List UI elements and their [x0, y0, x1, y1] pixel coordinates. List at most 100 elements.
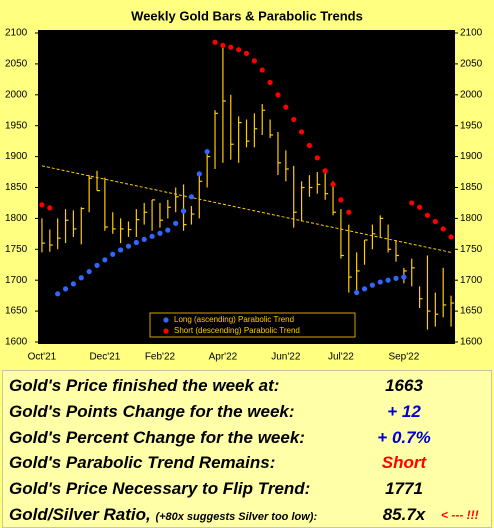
legend-marker: [163, 317, 169, 323]
x-tick-label: Apr'22: [209, 352, 238, 363]
row-value: 85.7x: [382, 505, 426, 524]
trend-dot: [409, 200, 415, 206]
trend-dot: [204, 149, 210, 155]
y-tick-label: 1800: [5, 213, 28, 224]
y-tick-label: 2100: [5, 28, 28, 39]
trend-dot: [322, 168, 328, 174]
trend-dot: [39, 202, 45, 208]
trend-dot: [385, 277, 391, 283]
row-note: (+80x suggests Silver too low):: [155, 511, 318, 523]
trend-dot: [377, 279, 383, 285]
table-row: Gold's Parabolic Trend Remains: Short: [9, 450, 489, 476]
trend-dot: [306, 142, 313, 149]
legend-label: Short (descending) Parabolic Trend: [174, 326, 300, 335]
trend-dot: [47, 205, 53, 211]
table-row: Gold's Points Change for the week: + 12: [9, 399, 489, 425]
row-value: 1771: [385, 479, 423, 499]
trend-dot: [165, 227, 171, 233]
y2-tick-label: 1850: [460, 182, 483, 193]
row-label: Gold's Price Necessary to Flip Trend:: [9, 479, 311, 499]
table-row: Gold/Silver Ratio, (+80x suggests Silver…: [9, 502, 489, 528]
trend-dot: [125, 243, 132, 249]
trend-dot: [338, 197, 344, 203]
y-tick-label: 1750: [5, 244, 28, 255]
y2-tick-label: 1900: [460, 151, 483, 162]
trend-dot: [212, 39, 218, 45]
y-tick-label: 2000: [5, 89, 28, 100]
trend-dot: [196, 171, 202, 177]
trend-dot: [259, 67, 265, 73]
x-tick-label: Dec'21: [89, 352, 120, 363]
table-row: Gold's Percent Change for the week: + 0.7…: [9, 425, 489, 451]
trend-dot: [346, 209, 352, 215]
trend-dot: [149, 233, 155, 239]
trend-dot: [173, 220, 179, 226]
y2-tick-label: 1600: [460, 337, 483, 348]
chart-title: Weekly Gold Bars & Parabolic Trends: [131, 8, 363, 23]
row-label: Gold's Percent Change for the week:: [9, 427, 305, 447]
row-value: + 0.7%: [377, 427, 431, 447]
trend-dot: [110, 251, 116, 257]
y2-tick-label: 2100: [460, 28, 483, 39]
y-tick-label: 1600: [5, 337, 28, 348]
row-flag: < --- !!!: [441, 508, 479, 522]
trend-dot: [283, 104, 289, 110]
trend-dot: [102, 257, 108, 263]
trend-dot: [330, 181, 336, 188]
table-row: Gold's Price finished the week at: 1663: [9, 373, 489, 399]
y2-tick-label: 1700: [460, 275, 483, 286]
row-label: Gold's Parabolic Trend Remains:: [9, 453, 276, 473]
x-tick-label: Feb'22: [145, 352, 176, 363]
row-value: Short: [381, 453, 427, 473]
trend-dot: [251, 58, 257, 64]
trend-dot: [236, 47, 242, 53]
trend-dot: [228, 44, 234, 50]
y-tick-label: 2050: [5, 59, 28, 70]
trend-dot: [188, 194, 195, 200]
y-tick-label: 1650: [5, 306, 28, 317]
row-label: Gold/Silver Ratio,: [9, 505, 151, 524]
trend-dot: [118, 247, 124, 253]
trend-dot: [180, 208, 187, 214]
trend-dot: [354, 289, 360, 296]
trend-dot: [267, 79, 273, 86]
trend-dot: [133, 239, 139, 246]
table-row: Gold's Price Necessary to Flip Trend: 177…: [9, 476, 489, 502]
trend-dot: [314, 155, 320, 161]
x-tick-label: Sep'22: [388, 352, 419, 363]
trend-dot: [291, 116, 297, 123]
summary-table: Gold's Price finished the week at: 1663 Go…: [2, 370, 492, 528]
y-tick-label: 1950: [5, 120, 28, 131]
x-tick-label: Oct'21: [28, 352, 57, 363]
plot-area: [38, 30, 455, 344]
row-value: + 12: [387, 401, 421, 421]
x-tick-label: Jul'22: [328, 352, 354, 363]
trend-dot: [448, 234, 454, 240]
trend-dot: [62, 286, 69, 292]
y2-tick-label: 1650: [460, 306, 483, 317]
y2-tick-label: 1950: [460, 120, 483, 131]
x-tick-label: Jun'22: [271, 352, 301, 363]
trend-dot: [361, 286, 368, 292]
chart: Weekly Gold Bars & Parabolic Trends 1600…: [5, 8, 483, 363]
trend-dot: [369, 282, 375, 288]
trend-dot: [432, 218, 438, 225]
trend-dot: [416, 204, 423, 210]
trend-dot: [298, 129, 305, 135]
y-tick-label: 1850: [5, 182, 28, 193]
trend-dot: [94, 262, 100, 268]
trend-dot: [157, 230, 163, 236]
trend-dot: [86, 268, 92, 275]
y-tick-label: 1700: [5, 275, 28, 286]
legend-marker: [163, 328, 169, 334]
y2-tick-label: 2000: [460, 89, 483, 100]
trend-dot: [424, 212, 431, 218]
legend-box: [149, 312, 356, 338]
row-label: Gold's Price finished the week at:: [9, 376, 280, 395]
y-tick-label: 1900: [5, 151, 28, 162]
trend-dot: [141, 236, 147, 243]
trend-dot: [78, 275, 84, 281]
trend-dot: [401, 274, 407, 280]
row-value: 1663: [385, 376, 423, 395]
